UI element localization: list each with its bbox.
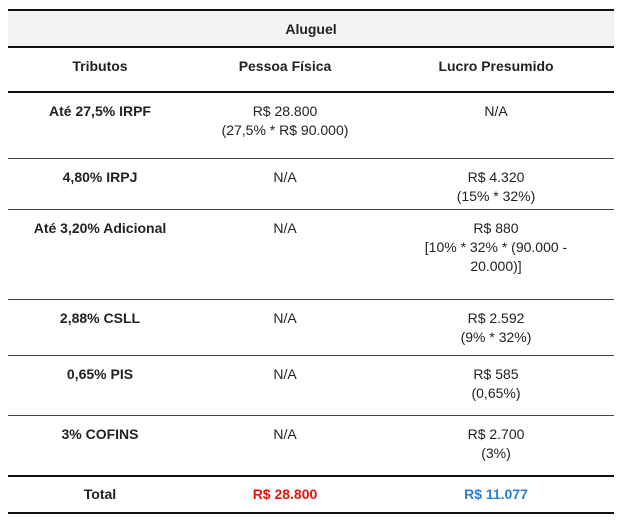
table-row: 3% COFINS N/A R$ 2.700 (3%) — [8, 415, 615, 477]
table-cell: R$ 2.700 (3%) — [378, 415, 615, 477]
table-cell: 3% COFINS — [8, 415, 192, 477]
table-cell: N/A — [192, 415, 378, 477]
cell-line: (27,5% * R$ 90.000) — [221, 122, 349, 138]
table-cell: R$ 4.320 (15% * 32%) — [378, 158, 615, 210]
table-cell: N/A — [192, 158, 378, 210]
header-cell: Lucro Presumido — [378, 47, 615, 93]
cell-line: 0,65% PIS — [66, 366, 134, 382]
table-cell: 2,88% CSLL — [8, 299, 192, 356]
table-row: Até 27,5% IRPF R$ 28.800 (27,5% * R$ 90.00… — [8, 92, 615, 159]
header-cell: Tributos — [8, 47, 192, 93]
total-row: Total R$ 28.800 R$ 11.077 — [8, 475, 615, 514]
cell-line: Até 3,20% Adicional — [33, 220, 167, 236]
cell-line: N/A — [484, 103, 508, 119]
table-body: Aluguel Tributos Pessoa Física Lucro Presu… — [8, 9, 615, 514]
cell-line: N/A — [273, 426, 297, 442]
cell-line: (9% * 32%) — [460, 329, 532, 345]
table-cell: N/A — [192, 299, 378, 356]
cell-line: (3%) — [481, 445, 511, 461]
cell-line: N/A — [273, 169, 297, 185]
table-cell: N/A — [192, 355, 378, 416]
table-row: 4,80% IRPJ N/A R$ 4.320 (15% * 32%) — [8, 158, 615, 210]
cell-line: N/A — [273, 310, 297, 326]
cell-line: 3% COFINS — [61, 426, 139, 442]
table-cell: R$ 585 (0,65%) — [378, 355, 615, 416]
cell-line: R$ 2.592 — [467, 310, 525, 326]
total-cell: R$ 28.800 — [192, 475, 378, 514]
cell-line: 4,80% IRPJ — [62, 169, 138, 185]
table-row: 0,65% PIS N/A R$ 585 (0,65%) — [8, 355, 615, 416]
title-row: Aluguel — [8, 9, 615, 48]
cell-line: R$ 2.700 — [467, 426, 525, 442]
header-cell: Pessoa Física — [192, 47, 378, 93]
table-cell: R$ 880 [10% * 32% * (90.000 - 20.000)] — [378, 209, 615, 300]
cell-line: 2,88% CSLL — [59, 310, 141, 326]
total-cell: Total — [8, 475, 192, 514]
cell-line: 20.000)] — [470, 258, 522, 274]
table-cell: Até 3,20% Adicional — [8, 209, 192, 300]
cell-line: R$ 4.320 — [467, 169, 525, 185]
cell-line: R$ 880 — [473, 220, 519, 236]
cell-line: Até 27,5% IRPF — [49, 103, 151, 119]
cell-line: N/A — [273, 366, 297, 382]
table-cell: 0,65% PIS — [8, 355, 192, 416]
table-row: 2,88% CSLL N/A R$ 2.592 (9% * 32%) — [8, 299, 615, 356]
cell-line: (0,65%) — [471, 385, 521, 401]
table-row: Até 3,20% Adicional N/A R$ 880 [10% * 32% *… — [8, 209, 615, 300]
header-row: Tributos Pessoa Física Lucro Presumido — [8, 47, 615, 93]
total-cell: R$ 11.077 — [378, 475, 615, 514]
table-cell: Até 27,5% IRPF — [8, 92, 192, 159]
table-cell: N/A — [378, 92, 615, 159]
table-cell: R$ 28.800 (27,5% * R$ 90.000) — [192, 92, 378, 159]
table-title: Aluguel — [8, 9, 615, 48]
tax-table: Aluguel Tributos Pessoa Física Lucro Presu… — [8, 9, 615, 514]
table-cell: N/A — [192, 209, 378, 300]
table-cell: R$ 2.592 (9% * 32%) — [378, 299, 615, 356]
cell-line: R$ 585 — [473, 366, 519, 382]
cell-line: [10% * 32% * (90.000 - — [424, 239, 568, 255]
cell-line: (15% * 32%) — [456, 188, 536, 204]
cell-line: R$ 28.800 — [252, 103, 318, 119]
table-cell: 4,80% IRPJ — [8, 158, 192, 210]
cell-line: N/A — [273, 220, 297, 236]
